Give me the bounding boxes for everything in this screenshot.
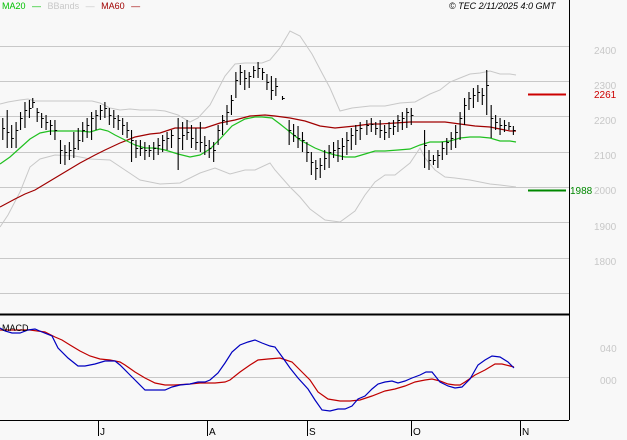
support-label: 1988: [570, 186, 593, 197]
legend-ma60: MA60 —: [101, 1, 141, 11]
resistance-label: 2261: [594, 90, 617, 101]
copyright-timestamp: © TEC 2/11/2025 4:0 GMT: [449, 1, 556, 11]
legend-ma20: MA20 —: [2, 1, 42, 11]
x-tick-jul: J: [100, 427, 105, 438]
bollinger-bands: [0, 30, 517, 228]
ma20-line: [0, 116, 517, 165]
price-tick-2200: 2200: [594, 116, 617, 127]
x-tick-sep: S: [309, 427, 316, 438]
legend-bbands: BBands —: [47, 1, 95, 11]
price-tick-2400: 2400: [594, 46, 617, 57]
chart-legend: MA20 — BBands — MA60 —: [2, 1, 144, 11]
macd-signal-line: [0, 329, 515, 402]
x-tick-nov: N: [522, 427, 530, 438]
price-tick-1900: 1900: [594, 222, 617, 233]
macd-tick-040: 040: [600, 344, 617, 355]
price-tick-1800: 1800: [594, 257, 617, 268]
price-tick-2300: 2300: [594, 81, 617, 92]
price-gridlines: [0, 46, 569, 294]
macd-tick-000: 000: [600, 376, 617, 387]
price-bars: [2, 62, 516, 180]
x-axis-ticks: [98, 421, 521, 436]
price-tick-2000: 2000: [594, 186, 617, 197]
macd-title: MACD: [2, 323, 29, 333]
x-tick-aug: A: [209, 427, 216, 438]
macd-line: [0, 327, 515, 412]
ma60-line: [0, 114, 516, 208]
x-tick-oct: O: [413, 427, 421, 438]
price-tick-2100: 2100: [594, 151, 617, 162]
